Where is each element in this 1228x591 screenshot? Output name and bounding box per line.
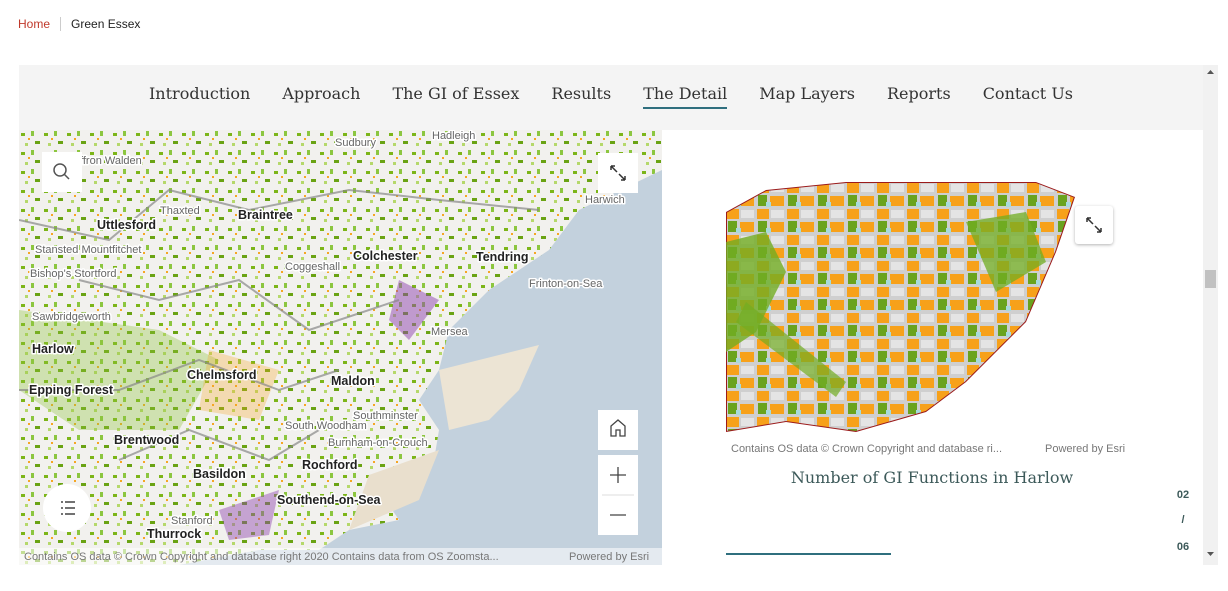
nav-item[interactable]: Approach xyxy=(282,84,361,103)
place-label: Harlow xyxy=(32,342,74,356)
place-label: Frinton-on-Sea xyxy=(529,278,603,290)
breadcrumb: Home Green Essex xyxy=(18,17,140,31)
place-label: Stansted Mountfitchet xyxy=(35,244,141,256)
map-attribution: Contains OS data © Crown Copyright and d… xyxy=(24,551,499,563)
place-label: Rochford xyxy=(302,458,358,472)
place-label: Maldon xyxy=(331,374,375,388)
place-label: Coggeshall xyxy=(285,261,340,273)
place-label: South Woodham xyxy=(285,420,367,432)
nav-item[interactable]: The GI of Essex xyxy=(392,84,520,103)
place-label: Hadleigh xyxy=(432,130,475,142)
detail-map[interactable] xyxy=(726,182,1075,442)
nav-item[interactable]: Map Layers xyxy=(759,84,855,103)
place-label: Bishop's Stortford xyxy=(30,268,116,280)
place-label: Southminster xyxy=(353,410,418,422)
nav-item[interactable]: Reports xyxy=(887,84,951,103)
breadcrumb-current: Green Essex xyxy=(71,17,141,31)
place-label: Southend-on-Sea xyxy=(277,493,382,507)
place-label: Stanford xyxy=(171,515,213,527)
place-label: ffron Walden xyxy=(80,155,142,167)
scroll-thumb[interactable] xyxy=(1205,270,1216,288)
place-label: Sawbridgeworth xyxy=(32,311,111,323)
place-label: Colchester xyxy=(353,249,418,263)
detail-expand-button[interactable] xyxy=(1075,206,1113,244)
detail-attribution: Contains OS data © Crown Copyright and d… xyxy=(731,443,1003,455)
pager-separator: / xyxy=(1181,514,1185,526)
nav-item[interactable]: Contact Us xyxy=(982,84,1074,103)
powered-by[interactable]: Powered by Esri xyxy=(569,551,650,563)
detail-caption: Number of GI Functions in Harlow xyxy=(790,468,1074,487)
place-label: Burnham-on-Crouch xyxy=(328,437,428,449)
place-label: Thurrock xyxy=(147,527,201,541)
search-icon xyxy=(53,163,67,177)
place-label: Basildon xyxy=(193,467,246,481)
pager-current: 02 xyxy=(1176,489,1190,501)
progress-bar xyxy=(726,553,891,555)
expand-button[interactable] xyxy=(598,153,638,193)
nav-item[interactable]: Results xyxy=(551,84,612,103)
breadcrumb-home[interactable]: Home xyxy=(18,17,62,31)
nav-item[interactable]: Introduction xyxy=(148,84,251,103)
place-label: Brentwood xyxy=(114,433,179,447)
place-label: Tendring xyxy=(476,250,529,264)
place-label: Uttlesford xyxy=(97,218,156,232)
nav-item[interactable]: The Detail xyxy=(643,84,728,109)
place-label: Mersea xyxy=(431,326,469,338)
nav: Introduction Approach The GI of Essex Resul… xyxy=(19,84,1203,109)
place-label: Sudbury xyxy=(335,137,376,149)
place-label: Braintree xyxy=(238,208,293,222)
scrollbar[interactable] xyxy=(1203,65,1218,565)
main-map[interactable]: Hadleigh Sudbury ffron Walden Thaxted Braint… xyxy=(19,130,662,565)
detail-powered-by[interactable]: Powered by Esri xyxy=(1045,443,1126,455)
pager-total: 06 xyxy=(1176,541,1190,553)
search-button[interactable] xyxy=(42,152,82,192)
place-label: Epping Forest xyxy=(29,383,114,397)
place-label: Harwich xyxy=(585,194,625,206)
place-label: Thaxted xyxy=(160,205,200,217)
nav-band xyxy=(19,65,1203,130)
place-label: Chelmsford xyxy=(187,368,256,382)
